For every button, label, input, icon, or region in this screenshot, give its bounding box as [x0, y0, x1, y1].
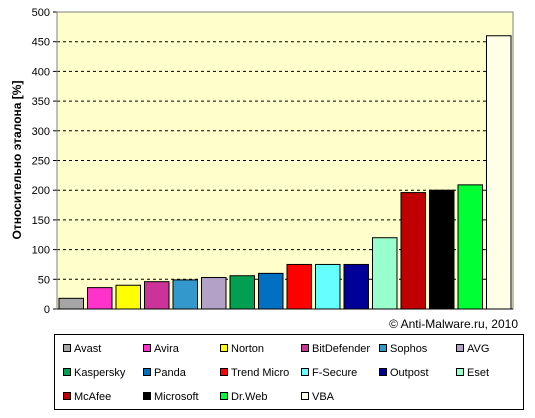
bar-panda	[257, 272, 284, 310]
legend-label: Sophos	[390, 343, 428, 355]
bar-avast	[58, 297, 85, 310]
y-tick-label: 0	[44, 304, 50, 316]
y-tick-label: 400	[32, 66, 50, 78]
legend-swatch	[379, 368, 387, 377]
legend-item-sophos: Sophos	[379, 343, 427, 355]
legend-item-f-secure: F-Secure	[301, 367, 357, 379]
y-tick-label: 250	[32, 156, 50, 168]
legend-label: BitDefender	[312, 343, 371, 355]
legend-item-panda: Panda	[143, 367, 186, 379]
legend-item-norton: Norton	[220, 343, 264, 355]
legend-label: Kaspersky	[74, 367, 126, 379]
legend-label: Panda	[154, 367, 186, 379]
legend-label: Dr.Web	[231, 391, 268, 403]
legend-label: Avast	[74, 343, 102, 355]
legend-item-outpost: Outpost	[379, 367, 429, 379]
legend-item-avast: Avast	[63, 343, 101, 355]
y-tick-label: 450	[32, 37, 50, 49]
bar-sophos	[172, 279, 199, 310]
legend-swatch	[63, 344, 71, 353]
copyright-credit: © Anti-Malware.ru, 2010	[389, 317, 518, 331]
legend-swatch	[143, 368, 151, 377]
legend-swatch	[63, 392, 71, 401]
legend-swatch	[456, 344, 464, 353]
legend-item-mcafee: McAfee	[63, 391, 111, 403]
legend-label: McAfee	[74, 391, 112, 403]
legend-swatch	[301, 392, 309, 401]
bar-norton	[115, 284, 142, 310]
legend-item-avira: Avira	[143, 343, 179, 355]
legend-label: Avira	[154, 343, 179, 355]
legend-item-dr-web: Dr.Web	[220, 391, 267, 403]
bar-microsoft	[428, 189, 455, 310]
legend-item-eset: Eset	[456, 367, 489, 379]
legend-item-microsoft: Microsoft	[143, 391, 199, 403]
chart-legend: Avast Avira Norton BitDefender Sophos AVG Kasp…	[54, 334, 524, 410]
legend-swatch	[220, 392, 228, 401]
legend-swatch	[220, 344, 228, 353]
legend-swatch	[301, 368, 309, 377]
legend-swatch	[379, 344, 387, 353]
legend-label: Eset	[467, 367, 490, 379]
bar-vba	[485, 35, 512, 310]
legend-label: AVG	[467, 343, 490, 355]
bar-eset	[371, 237, 398, 310]
y-tick-label: 300	[32, 126, 50, 138]
legend-item-bitdefender: BitDefender	[301, 343, 370, 355]
legend-label: Outpost	[390, 367, 429, 379]
y-tick-label: 350	[32, 96, 50, 108]
legend-label: F-Secure	[312, 367, 358, 379]
bar-mcafee	[400, 192, 427, 310]
legend-item-kaspersky: Kaspersky	[63, 367, 125, 379]
y-tick-label: 200	[32, 185, 50, 197]
legend-label: Microsoft	[154, 391, 199, 403]
legend-swatch	[143, 392, 151, 401]
bar-dr-web	[457, 184, 484, 310]
bar-avira	[86, 287, 113, 310]
y-tick-label: 500	[32, 7, 50, 19]
legend-label: Norton	[231, 343, 265, 355]
bar-f-secure	[314, 263, 341, 310]
legend-swatch	[143, 344, 151, 353]
bar-outpost	[343, 263, 370, 310]
y-axis-label: Относительно эталона [%]	[10, 81, 24, 240]
bar-bitdefender	[143, 281, 170, 310]
legend-label: VBA	[312, 391, 335, 403]
legend-swatch	[63, 368, 71, 377]
legend-label: Trend Micro	[231, 367, 290, 379]
legend-item-vba: VBA	[301, 391, 334, 403]
bar-avg	[200, 277, 227, 310]
y-tick-label: 100	[32, 245, 50, 257]
legend-swatch	[456, 368, 464, 377]
y-tick-label: 50	[38, 274, 50, 286]
legend-item-trend-micro: Trend Micro	[220, 367, 289, 379]
bar-trend-micro	[286, 263, 313, 310]
legend-item-avg: AVG	[456, 343, 489, 355]
bar-kaspersky	[229, 275, 256, 310]
legend-swatch	[220, 368, 228, 377]
legend-swatch	[301, 344, 309, 353]
y-tick-label: 150	[32, 215, 50, 227]
